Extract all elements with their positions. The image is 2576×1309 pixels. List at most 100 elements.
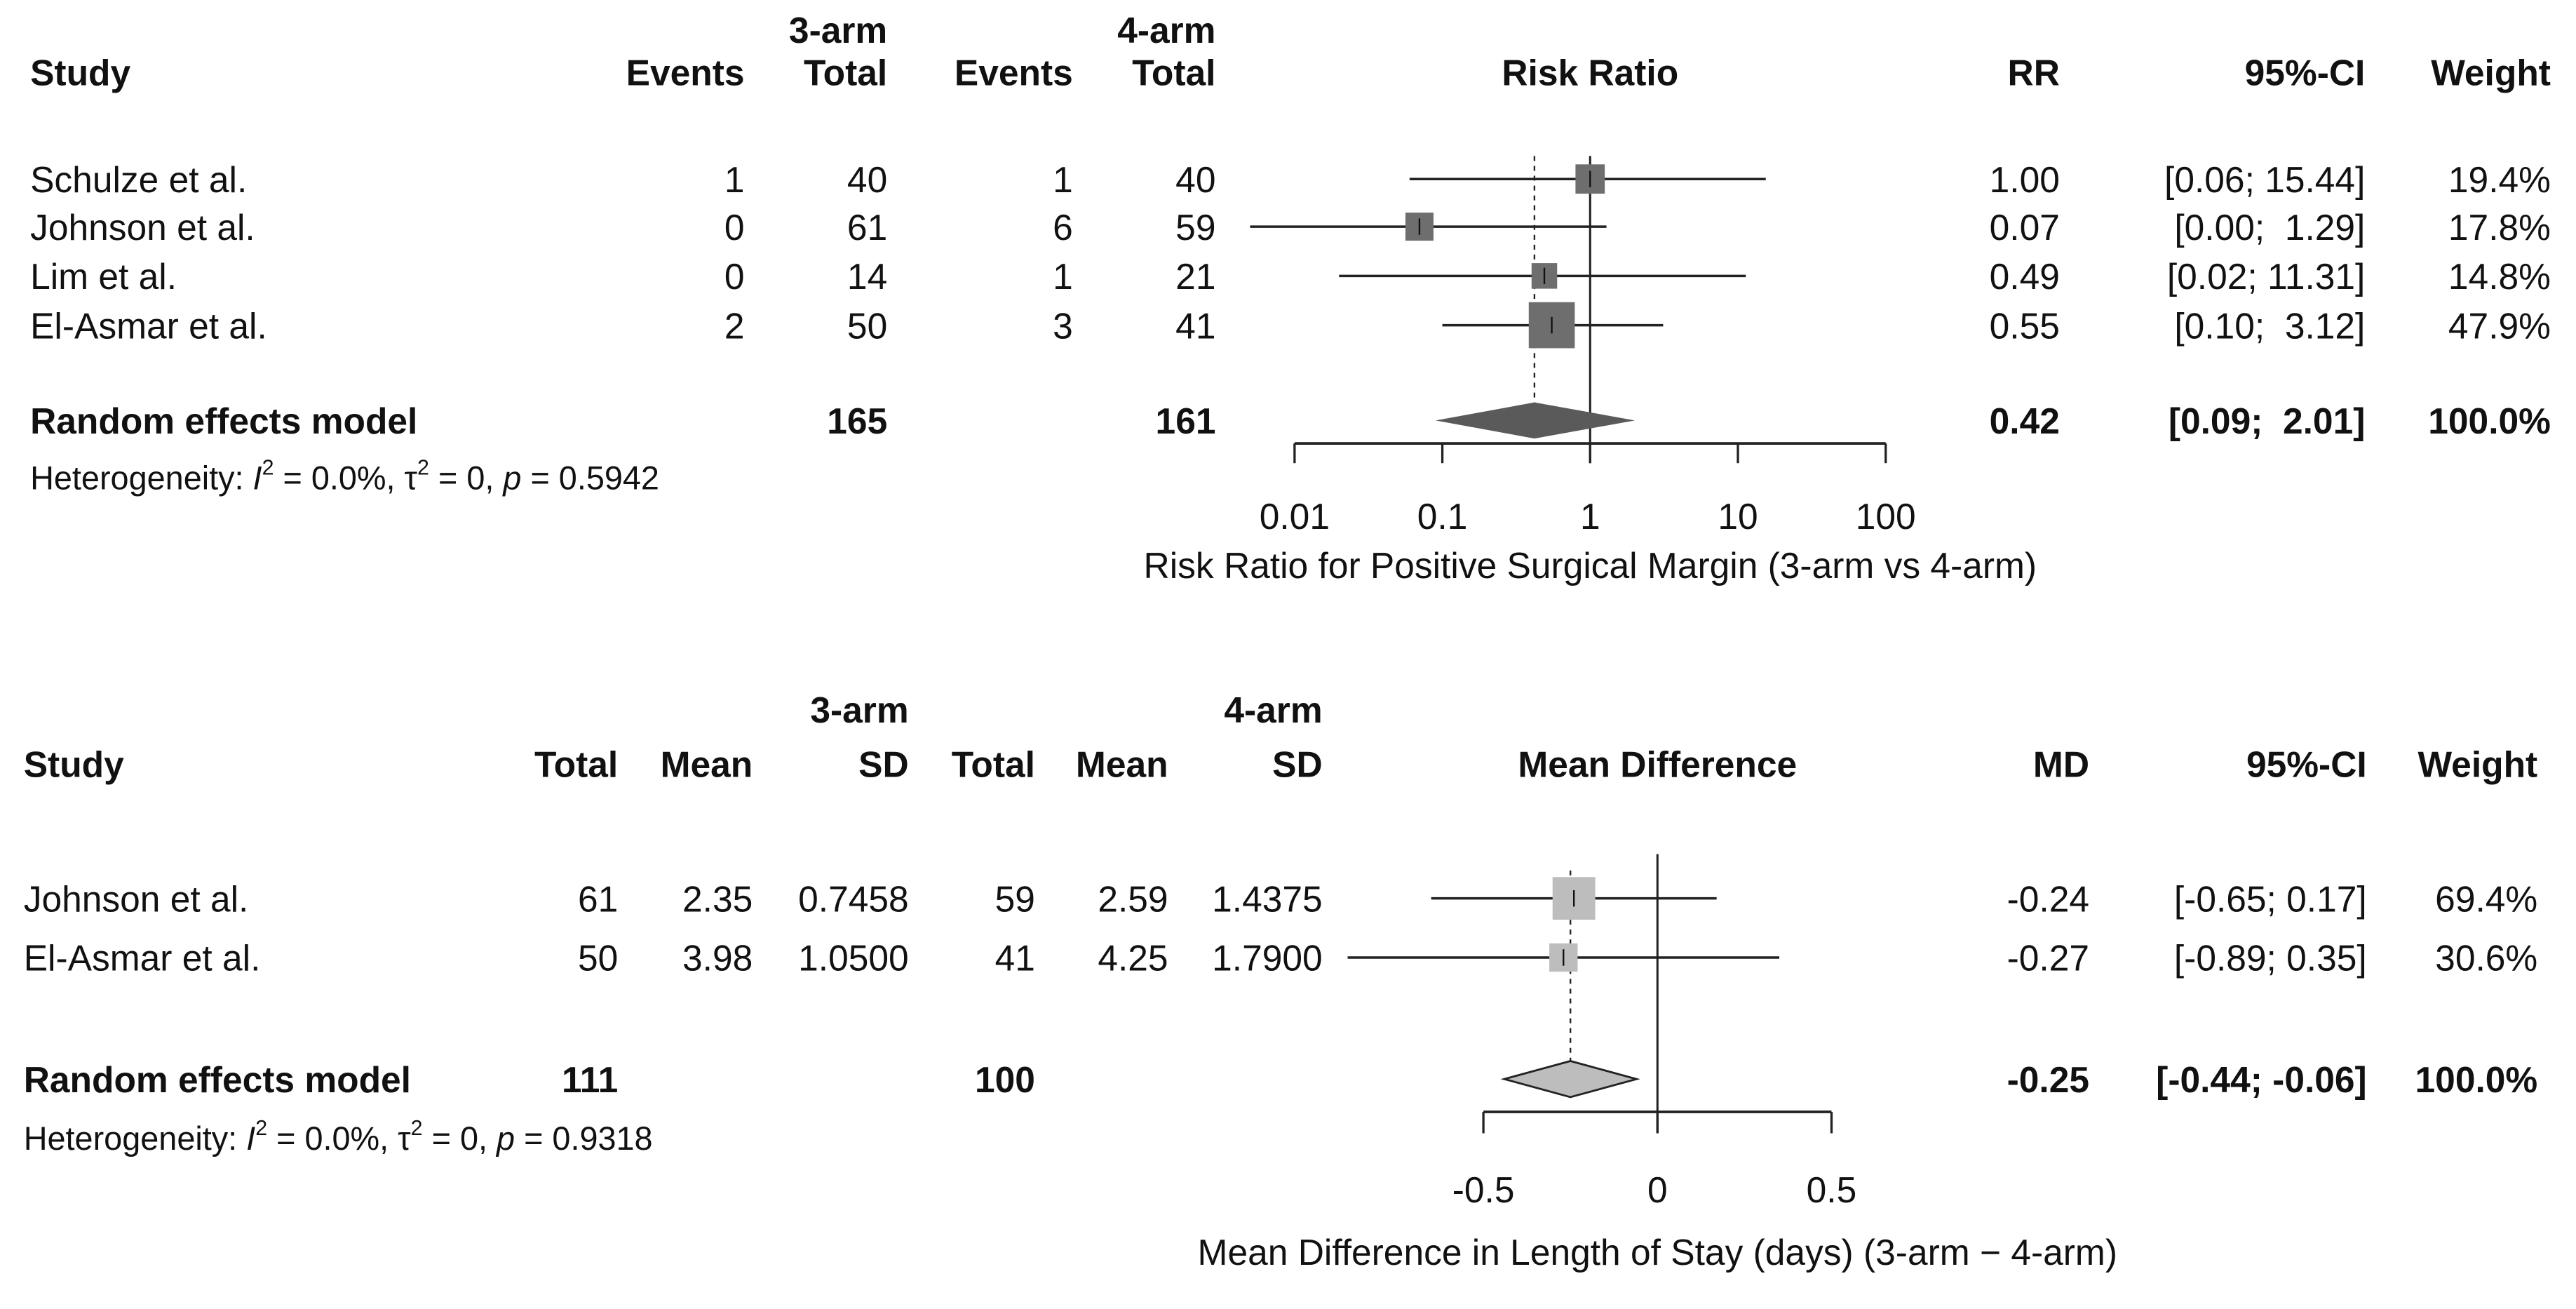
column-header: Events bbox=[626, 53, 745, 93]
study-weight: 30.6% bbox=[2435, 938, 2537, 979]
x-tick-label: 10 bbox=[1718, 496, 1758, 537]
plot-title: Mean Difference bbox=[1518, 744, 1797, 784]
column-header: Mean bbox=[661, 744, 753, 784]
study-value: 4.25 bbox=[1098, 938, 1168, 979]
column-header: Events bbox=[955, 53, 1073, 93]
column-header-weight: Weight bbox=[2418, 744, 2538, 784]
study-estimate: 0.49 bbox=[1990, 256, 2060, 297]
study-value: 1 bbox=[1053, 256, 1073, 297]
study-name: Johnson et al. bbox=[30, 207, 255, 248]
study-ci: [-0.65; 0.17] bbox=[2174, 878, 2367, 919]
study-weight: 47.9% bbox=[2448, 305, 2551, 346]
study-value: 1 bbox=[724, 159, 745, 200]
group-header: 4-arm bbox=[1224, 690, 1322, 730]
column-header: SD bbox=[1272, 744, 1323, 784]
superscript-2: 2 bbox=[262, 456, 274, 480]
column-header: Mean bbox=[1076, 744, 1168, 784]
study-value: 59 bbox=[995, 878, 1035, 919]
summary-total-4arm: 161 bbox=[1156, 401, 1216, 441]
x-tick-label: -0.5 bbox=[1452, 1169, 1515, 1210]
study-value: 1.7900 bbox=[1212, 938, 1323, 979]
study-name: Schulze et al. bbox=[30, 159, 247, 200]
x-tick-label: 0.5 bbox=[1807, 1169, 1857, 1210]
heterogeneity-label: Heterogeneity: bbox=[30, 460, 252, 497]
x-axis-label: Risk Ratio for Positive Surgical Margin … bbox=[1144, 545, 2037, 586]
group-header: 3-arm bbox=[810, 690, 908, 730]
heterogeneity-tau: = 0, bbox=[423, 1120, 497, 1157]
study-value: 61 bbox=[847, 207, 887, 248]
summary-estimate: -0.25 bbox=[2007, 1059, 2089, 1100]
heterogeneity-text: Heterogeneity: I2 = 0.0%, τ2 = 0, p = 0.… bbox=[24, 1116, 653, 1157]
x-axis-label: Mean Difference in Length of Stay (days)… bbox=[1198, 1232, 2117, 1273]
study-row: Johnson et al. 61 2.35 0.7458 59 2.59 1.4375 -0… bbox=[24, 877, 2537, 920]
summary-total-3arm: 165 bbox=[827, 401, 887, 441]
study-value: 40 bbox=[847, 159, 887, 200]
study-value: 14 bbox=[847, 256, 887, 297]
summary-estimate: 0.42 bbox=[1990, 401, 2060, 441]
summary-ci: [-0.44; -0.06] bbox=[2156, 1059, 2367, 1100]
x-tick-label: 100 bbox=[1856, 496, 1916, 537]
summary-total-3arm: 111 bbox=[562, 1059, 618, 1100]
study-ci: [0.00; 1.29] bbox=[2174, 207, 2365, 248]
column-header-ci: 95%-CI bbox=[2245, 53, 2366, 93]
column-header: Total bbox=[1132, 53, 1215, 93]
x-tick-label: 0 bbox=[1647, 1169, 1668, 1210]
superscript-2: 2 bbox=[417, 456, 429, 480]
x-tick-label: 0.01 bbox=[1260, 496, 1330, 537]
study-estimate: -0.27 bbox=[2007, 938, 2089, 979]
heterogeneity-tau: = 0, bbox=[429, 460, 503, 497]
column-header-study: Study bbox=[24, 744, 124, 784]
summary-weight: 100.0% bbox=[2415, 1059, 2538, 1100]
group-header: 3-arm bbox=[789, 10, 887, 51]
column-header: Total bbox=[534, 744, 618, 784]
study-value: 1.0500 bbox=[798, 938, 909, 979]
summary-diamond bbox=[1435, 402, 1636, 439]
superscript-2: 2 bbox=[411, 1116, 423, 1140]
study-value: 0 bbox=[724, 256, 745, 297]
study-value: 2.59 bbox=[1098, 878, 1168, 919]
summary-weight: 100.0% bbox=[2428, 401, 2551, 441]
study-ci: [-0.89; 0.35] bbox=[2174, 938, 2367, 979]
summary-label: Random effects model bbox=[30, 401, 417, 441]
study-ci: [0.10; 3.12] bbox=[2174, 305, 2365, 346]
column-header: Total bbox=[952, 744, 1035, 784]
study-row: Johnson et al. 0 61 6 59 0.07 [0.00; 1.29] 17.8… bbox=[30, 207, 2551, 248]
heterogeneity-tau-sym: τ bbox=[405, 460, 418, 497]
study-estimate: -0.24 bbox=[2007, 878, 2089, 919]
study-weight: 17.8% bbox=[2448, 207, 2551, 248]
summary-ci: [0.09; 2.01] bbox=[2169, 401, 2366, 441]
risk-ratio-forest-plot: 3-arm 4-arm Study Events Total Events Total Ris… bbox=[30, 10, 2551, 586]
study-value: 50 bbox=[847, 305, 887, 346]
study-weight: 14.8% bbox=[2448, 256, 2551, 297]
column-header-estimate: MD bbox=[2033, 744, 2089, 784]
study-value: 59 bbox=[1175, 207, 1215, 248]
heterogeneity-i2: = 0.0%, bbox=[267, 1120, 398, 1157]
heterogeneity-text: Heterogeneity: I2 = 0.0%, τ2 = 0, p = 0.… bbox=[30, 456, 659, 497]
study-name: Johnson et al. bbox=[24, 878, 249, 919]
study-weight: 69.4% bbox=[2435, 878, 2537, 919]
heterogeneity-p: = 0.9318 bbox=[515, 1120, 653, 1157]
heterogeneity-i2: = 0.0%, bbox=[274, 460, 405, 497]
study-value: 2.35 bbox=[682, 878, 753, 919]
study-value: 41 bbox=[1175, 305, 1215, 346]
study-value: 41 bbox=[995, 938, 1035, 979]
study-row: Schulze et al. 1 40 1 40 1.00 [0.06; 15.44] 19.… bbox=[30, 159, 2551, 200]
heterogeneity-tau-sym: τ bbox=[398, 1120, 411, 1157]
study-value: 0 bbox=[724, 207, 745, 248]
x-tick-label: 0.1 bbox=[1417, 496, 1468, 537]
heterogeneity-p: = 0.5942 bbox=[521, 460, 659, 497]
study-value: 21 bbox=[1175, 256, 1215, 297]
column-header-ci: 95%-CI bbox=[2246, 744, 2367, 784]
study-estimate: 0.07 bbox=[1990, 207, 2060, 248]
study-value: 0.7458 bbox=[798, 878, 909, 919]
study-ci: [0.02; 11.31] bbox=[2167, 256, 2366, 297]
column-header-study: Study bbox=[30, 53, 130, 93]
study-name: Lim et al. bbox=[30, 256, 177, 297]
study-value: 1.4375 bbox=[1212, 878, 1323, 919]
study-value: 1 bbox=[1053, 159, 1073, 200]
study-row: El-Asmar et al. 50 3.98 1.0500 41 4.25 1.7900 -… bbox=[24, 938, 2537, 979]
heterogeneity-p-sym: p bbox=[495, 1120, 515, 1157]
group-header: 4-arm bbox=[1117, 10, 1215, 51]
summary-label: Random effects model bbox=[24, 1059, 411, 1100]
